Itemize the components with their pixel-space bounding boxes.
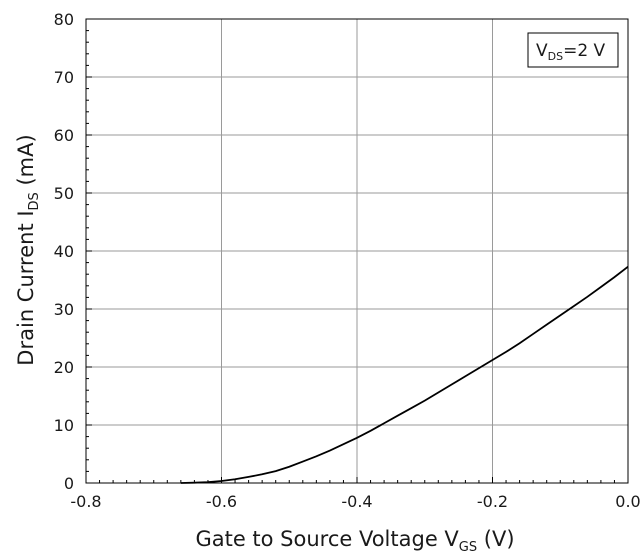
x-axis-title-sub: GS xyxy=(459,540,477,554)
legend-v: V xyxy=(536,41,548,61)
y-axis-title-sub: DS xyxy=(27,192,42,210)
x-tick-label: 0.0 xyxy=(615,492,640,511)
plot-frame xyxy=(85,18,629,484)
y-tick-label: 40 xyxy=(54,242,74,261)
x-tick-label: -0.6 xyxy=(206,492,237,511)
y-axis-title-main: Drain Current I xyxy=(14,210,38,365)
y-tick-label: 20 xyxy=(54,358,74,377)
x-tick-label: -0.4 xyxy=(341,492,372,511)
x-tick-label: -0.2 xyxy=(477,492,508,511)
drain-current-curve xyxy=(180,265,629,484)
legend-frame xyxy=(527,32,619,68)
y-tick-label: 80 xyxy=(54,10,74,29)
y-tick-label: 70 xyxy=(54,68,74,87)
grid-lines xyxy=(86,19,628,483)
y-tick-label: 10 xyxy=(54,416,74,435)
y-axis-title: Drain Current IDS (mA) xyxy=(14,134,42,365)
x-tick-label: -0.8 xyxy=(70,492,101,511)
legend-box: VDS=2 V xyxy=(527,32,619,68)
legend-rest: =2 V xyxy=(563,41,605,61)
y-tick-label: 60 xyxy=(54,126,74,145)
y-tick-label: 50 xyxy=(54,184,74,203)
x-axis-title: Gate to Source Voltage VGS (V) xyxy=(195,527,514,554)
x-tick-labels: -0.8 -0.6 -0.4 -0.2 0.0 xyxy=(70,492,640,511)
y-axis-title-unit: (mA) xyxy=(14,134,38,192)
y-tick-label: 0 xyxy=(64,474,74,493)
y-tick-label: 30 xyxy=(54,300,74,319)
x-axis-title-main: Gate to Source Voltage V xyxy=(195,527,459,551)
y-tick-labels: 0 10 20 30 40 50 60 70 80 xyxy=(54,10,74,493)
legend-sub: DS xyxy=(548,50,563,63)
legend-label: VDS=2 V xyxy=(536,41,606,63)
x-axis-title-unit: (V) xyxy=(477,527,514,551)
